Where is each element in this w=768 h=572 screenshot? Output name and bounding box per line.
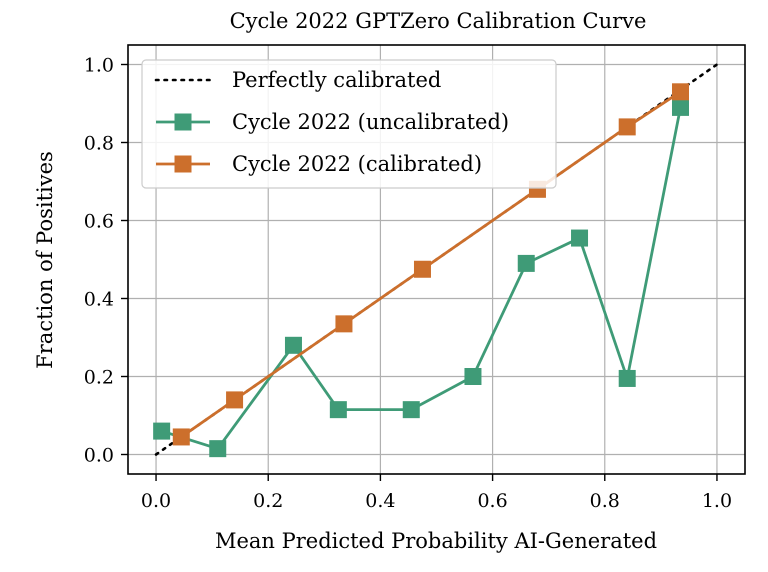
data-point bbox=[413, 260, 431, 278]
data-point bbox=[671, 83, 689, 101]
y-tick-label: 0.4 bbox=[84, 289, 114, 311]
data-point bbox=[402, 401, 420, 419]
series-line bbox=[161, 107, 682, 451]
legend-item: Cycle 2022 (uncalibrated) bbox=[156, 110, 509, 134]
x-tick-label: 0.8 bbox=[590, 490, 620, 512]
x-tick-label: 0.0 bbox=[141, 490, 171, 512]
y-tick-label: 0.2 bbox=[84, 367, 114, 389]
legend-label: Perfectly calibrated bbox=[232, 68, 441, 92]
data-point bbox=[671, 98, 689, 116]
legend-label: Cycle 2022 (uncalibrated) bbox=[232, 110, 509, 134]
y-axis-label: Fraction of Positives bbox=[33, 151, 57, 369]
y-tick-label: 0.8 bbox=[84, 133, 114, 155]
x-tick-label: 1.0 bbox=[702, 490, 732, 512]
y-tick-label: 0.6 bbox=[84, 211, 114, 233]
legend-marker bbox=[174, 113, 192, 131]
axis-ticks: 0.0 0.2 0.4 0.6 0.8 1.0 0.0 0.2 0.4 0.6 0.8 1.0 bbox=[84, 55, 732, 513]
series-1 bbox=[153, 98, 689, 458]
data-point bbox=[172, 428, 190, 446]
legend-marker bbox=[174, 155, 192, 173]
data-point bbox=[153, 422, 171, 440]
chart-title: Cycle 2022 GPTZero Calibration Curve bbox=[230, 9, 647, 33]
legend: Perfectly calibrated Cycle 2022 (uncalibr… bbox=[141, 59, 557, 189]
x-tick-label: 0.6 bbox=[477, 490, 507, 512]
legend-item: Perfectly calibrated bbox=[154, 68, 441, 92]
data-point bbox=[335, 315, 353, 333]
x-axis-label: Mean Predicted Probability AI-Generated bbox=[215, 529, 657, 553]
data-point bbox=[571, 229, 589, 247]
y-tick-label: 0.0 bbox=[84, 445, 114, 467]
legend-item: Cycle 2022 (calibrated) bbox=[156, 152, 482, 176]
data-point bbox=[618, 369, 636, 387]
x-tick-label: 0.2 bbox=[253, 490, 283, 512]
data-point bbox=[209, 440, 227, 458]
data-point bbox=[464, 368, 482, 385]
data-point bbox=[226, 391, 244, 409]
legend-label: Cycle 2022 (calibrated) bbox=[232, 152, 482, 176]
data-point bbox=[618, 118, 636, 136]
legend-box bbox=[141, 59, 557, 189]
data-point bbox=[284, 336, 302, 354]
data-point bbox=[329, 401, 347, 419]
y-tick-label: 1.0 bbox=[84, 55, 114, 77]
data-point bbox=[517, 254, 535, 272]
x-tick-label: 0.4 bbox=[365, 490, 395, 512]
plot-area-border bbox=[127, 44, 746, 475]
